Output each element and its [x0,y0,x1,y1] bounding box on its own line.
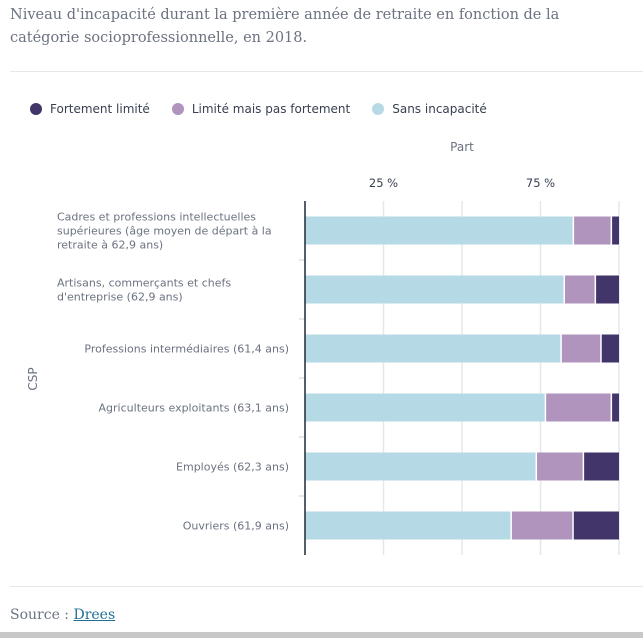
bar-segment[interactable] [561,334,601,363]
category-label: Artisans, commerçants et chefs [57,277,231,290]
bar-segment[interactable] [305,511,511,540]
bar-segment[interactable] [305,393,545,422]
category-label: Professions intermédiaires (61,4 ans) [84,343,289,356]
bar-segment[interactable] [305,216,573,245]
bars [305,216,619,540]
bar-segment[interactable] [305,275,564,304]
bar-segment[interactable] [537,452,583,481]
category-label: d'entreprise (62,9 ans) [57,291,183,304]
bar-segment[interactable] [573,511,619,540]
bar-segment[interactable] [564,275,595,304]
category-label: retraite à 62,9 ans) [57,239,163,252]
bar-segment[interactable] [305,452,536,481]
divider-bottom [10,586,643,587]
category-label: Ouvriers (61,9 ans) [183,520,289,533]
legend-swatch-limite [171,103,184,115]
x-tick-labels: 25 % 75 % [369,176,555,190]
category-label: Agriculteurs exploitants (63,1 ans) [99,402,289,415]
gridlines [382,201,620,555]
legend-item-limite[interactable]: Limité mais pas fortement [171,102,351,116]
bar-segment[interactable] [612,216,619,245]
bar-segment[interactable] [511,511,573,540]
category-labels: Cadres et professions intellectuellessup… [57,211,305,533]
bar-segment[interactable] [584,452,619,481]
bar-segment[interactable] [574,216,611,245]
bar-segment[interactable] [546,393,611,422]
x-axis-title: Part [450,140,474,154]
legend-item-fortement-limite[interactable]: Fortement limité [30,102,150,116]
bar-segment[interactable] [305,334,561,363]
category-label: Employés (62,3 ans) [176,461,289,474]
category-label: Cadres et professions intellectuelles [57,211,256,224]
x-tick-label: 75 % [526,176,555,190]
bar-segment[interactable] [596,275,619,304]
chart-caption: Niveau d'incapacité durant la première a… [10,7,560,46]
legend-label: Sans incapacité [392,102,487,116]
bottom-strip [0,632,643,638]
legend-swatch-sans-incapacite [372,103,385,115]
legend-label: Fortement limité [50,102,150,116]
x-tick-label: 25 % [369,176,398,190]
y-axis-title: CSP [26,367,40,390]
chart-legend: Fortement limité Limité mais pas forteme… [30,102,487,116]
legend-swatch-fortement-limite [30,103,42,115]
legend-label: Limité mais pas fortement [191,102,351,116]
source-line: Source : Drees [10,607,115,623]
stacked-bar-chart: Part CSP 25 % 75 % Cadres et professions … [26,140,620,555]
source-link[interactable]: Drees [73,607,116,623]
divider-top [10,71,643,72]
category-label: supérieures (âge moyen de départ à la [57,225,272,238]
bar-segment[interactable] [601,334,619,363]
legend-item-sans-incapacite[interactable]: Sans incapacité [372,102,487,116]
bar-segment[interactable] [612,393,619,422]
source-label: Source : [10,607,70,623]
